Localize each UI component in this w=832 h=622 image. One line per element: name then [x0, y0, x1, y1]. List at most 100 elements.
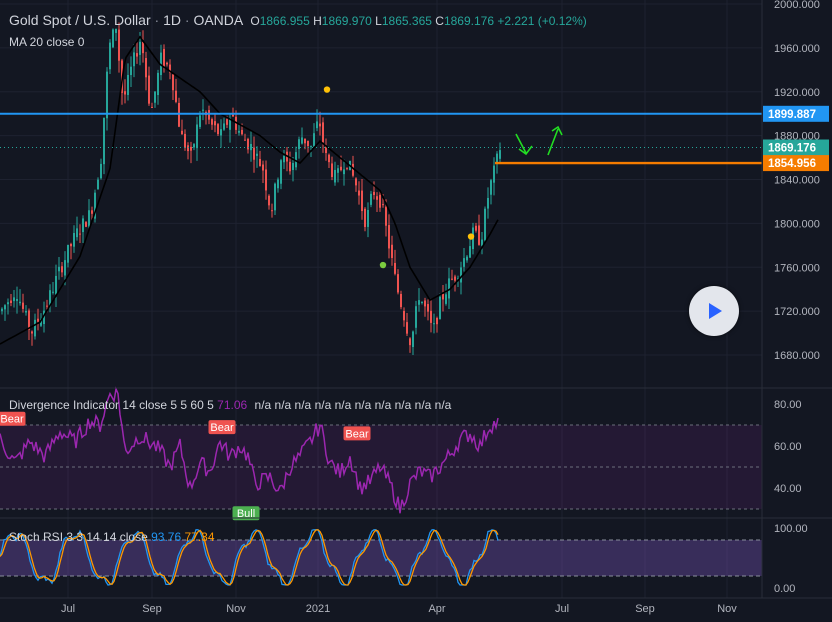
candle-body [409, 338, 411, 346]
candle-body [331, 163, 333, 178]
candle-body [310, 145, 312, 147]
svg-text:Bear: Bear [0, 414, 24, 426]
stoch-label: Stoch RSI 3 3 14 14 close [9, 530, 148, 544]
candle-body [61, 266, 63, 273]
axis-tick-label: 0.00 [774, 583, 795, 595]
candle-body [139, 41, 141, 55]
candle-body [160, 52, 162, 76]
candle-body [373, 191, 375, 195]
candle-body [298, 139, 300, 150]
signal-dot [467, 233, 475, 240]
candle-body [10, 300, 12, 304]
candle-body [238, 130, 240, 133]
stoch-k-line [0, 529, 499, 586]
axis-tick-label: 1800.000 [774, 218, 820, 230]
candle-body [7, 302, 9, 305]
axis-tick-label: 80.00 [774, 399, 802, 411]
divergence-legend[interactable]: Divergence Indicator 14 close 5 5 60 5 7… [9, 398, 451, 412]
candle-body [202, 109, 204, 111]
candle-body [127, 74, 129, 95]
time-tick-label: Nov [717, 603, 737, 615]
drawn-arrows[interactable] [515, 125, 563, 156]
candle-body [247, 138, 249, 150]
candle-body [226, 119, 228, 125]
candle-body [400, 293, 402, 308]
candle-body [316, 121, 318, 129]
candle-body [370, 193, 372, 205]
candle-body [49, 290, 51, 307]
axis-tick-label: 1840.000 [774, 175, 820, 187]
stoch-legend[interactable]: Stoch RSI 3 3 14 14 close 93.76 77.34 [9, 530, 215, 544]
axis-tick-label: 1920.000 [774, 87, 820, 99]
axis-tick-label: 1680.000 [774, 350, 820, 362]
upper-line-price-tag[interactable]: 1899.887 [763, 105, 829, 122]
horizontal-lines[interactable] [0, 112, 762, 165]
candle-body [70, 243, 72, 247]
stoch-d-line [0, 529, 499, 586]
candle-body [55, 275, 57, 295]
exchange: OANDA [193, 12, 243, 28]
candle-body [76, 228, 78, 238]
play-button[interactable] [689, 286, 739, 336]
candle-body [4, 305, 6, 310]
candle-body [211, 119, 213, 125]
svg-text:1899.887: 1899.887 [768, 109, 816, 121]
ma20-line [0, 35, 499, 345]
divergence-labels: Bear Bear Bull Bear [0, 411, 371, 521]
candle-body [487, 197, 489, 209]
axis-tick-label: 2000.000 [774, 0, 820, 11]
candle-body [304, 138, 306, 144]
lower-line-price-tag[interactable]: 1854.956 [763, 155, 829, 172]
candle-body [424, 300, 426, 307]
candle-body [469, 246, 471, 258]
divergence-label: Divergence Indicator 14 close 5 5 60 5 [9, 398, 214, 412]
candle-body [181, 130, 183, 135]
candle-body [334, 169, 336, 183]
candle-body [112, 29, 114, 48]
candle-body [208, 110, 210, 120]
candle-body [490, 180, 492, 195]
candle-body [325, 146, 327, 154]
candle-body [166, 62, 168, 65]
arrow-up-icon[interactable] [547, 125, 563, 156]
candle-body [190, 146, 192, 151]
candle-body [196, 124, 198, 149]
candle-body [454, 276, 456, 281]
axis-tick-label: 1720.000 [774, 306, 820, 318]
candle-body [175, 90, 177, 102]
ma-legend[interactable]: MA 20 close 0 [9, 35, 84, 49]
candle-body [52, 291, 54, 293]
candle-body [379, 194, 381, 208]
current-price-tag[interactable]: 1869.176 [763, 139, 829, 156]
arrow-down-icon[interactable] [515, 133, 533, 156]
signal-dot [379, 261, 387, 269]
candle-body [433, 323, 435, 325]
candle-body [277, 179, 279, 189]
candles [1, 22, 501, 355]
candle-body [43, 310, 45, 324]
candle-body [184, 133, 186, 148]
stoch-d-value: 77.34 [184, 530, 215, 544]
candle-body [244, 139, 246, 141]
candle-body [31, 331, 33, 334]
candle-body [346, 167, 348, 169]
candle-body [358, 190, 360, 196]
candle-body [223, 123, 225, 130]
candle-body [136, 53, 138, 57]
candle-body [169, 64, 171, 73]
candle-body [481, 239, 483, 246]
price-axis[interactable]: 2000.0001960.0001920.0001880.0001840.000… [763, 0, 829, 595]
candle-body [499, 150, 501, 159]
candle-body [319, 123, 321, 127]
candle-body [448, 278, 450, 299]
candle-body [106, 71, 108, 119]
axis-tick-label: 1760.000 [774, 262, 820, 274]
divergence-label-bear: Bear [208, 420, 236, 435]
axis-tick-label: 1960.000 [774, 43, 820, 55]
candle-body [352, 163, 354, 176]
symbol-legend[interactable]: Gold Spot / U.S. Dollar · 1D · OANDA O18… [9, 12, 587, 28]
candle-body [382, 204, 384, 206]
candle-body [280, 160, 282, 184]
time-axis[interactable]: Jul Sep Nov 2021 Apr Jul Sep Nov [61, 603, 737, 615]
candle-body [271, 210, 273, 212]
